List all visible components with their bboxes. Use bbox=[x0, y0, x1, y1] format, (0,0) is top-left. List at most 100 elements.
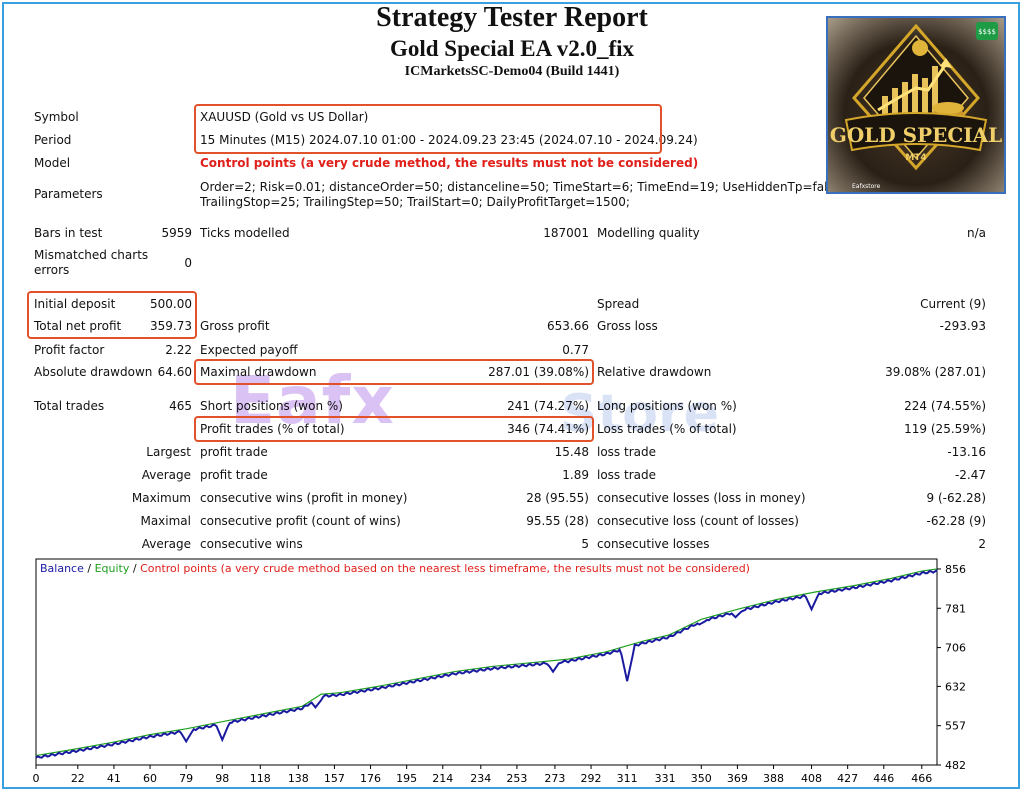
mcp-label: consecutive profit (count of wins) bbox=[200, 514, 401, 528]
mcl-value: 9 (-62.28) bbox=[926, 491, 987, 505]
ea-name: Gold Special EA v2.0_fix bbox=[389, 36, 635, 61]
net-value: 359.73 bbox=[150, 319, 192, 333]
mcw-value: 28 (95.55) bbox=[526, 491, 589, 505]
x-tick-label: 22 bbox=[71, 772, 85, 785]
model-value: Control points (a very crude method, the… bbox=[200, 156, 699, 170]
rd-label: Relative drawdown bbox=[597, 365, 712, 379]
tt-value: 465 bbox=[169, 399, 192, 413]
x-tick-label: 311 bbox=[617, 772, 638, 785]
mcw-label: consecutive wins (profit in money) bbox=[200, 491, 408, 505]
pt-label: Profit trades (% of total) bbox=[200, 422, 345, 436]
y-tick-label: 781 bbox=[945, 602, 966, 615]
x-tick-label: 79 bbox=[179, 772, 193, 785]
x-tick-label: 331 bbox=[655, 772, 676, 785]
mcp-value: 95.55 (28) bbox=[526, 514, 589, 528]
spread-value: Current (9) bbox=[920, 297, 986, 311]
report-title: Strategy Tester Report bbox=[376, 2, 648, 33]
alt-value: -2.47 bbox=[954, 468, 986, 482]
x-tick-label: 214 bbox=[432, 772, 453, 785]
average-label: Average bbox=[141, 468, 191, 482]
mcl-label: consecutive losses (loss in money) bbox=[597, 491, 806, 505]
init-value: 500.00 bbox=[150, 297, 192, 311]
gp-label: Gross profit bbox=[200, 319, 270, 333]
x-tick-label: 253 bbox=[506, 772, 527, 785]
symbol-value: XAUUSD (Gold vs US Dollar) bbox=[200, 110, 369, 124]
logo-badge: $$$$ bbox=[978, 28, 996, 36]
x-tick-label: 60 bbox=[143, 772, 157, 785]
lp-value: 224 (74.55%) bbox=[904, 399, 986, 413]
average2-label: Average bbox=[141, 537, 191, 551]
net-label: Total net profit bbox=[34, 319, 122, 333]
x-tick-label: 350 bbox=[691, 772, 712, 785]
bars-label: Bars in test bbox=[34, 226, 103, 240]
gp-value: 653.66 bbox=[547, 319, 589, 333]
params-line2: TrailingStop=25; TrailingStep=50; TrailS… bbox=[200, 195, 630, 209]
alt-label: loss trade bbox=[597, 468, 656, 482]
legend-balance: Balance bbox=[40, 562, 84, 575]
ad-label: Absolute drawdown bbox=[34, 365, 153, 379]
lpt-label: profit trade bbox=[200, 445, 268, 459]
watermark-tail: Store bbox=[560, 384, 719, 444]
mismatch-label-2: errors bbox=[34, 263, 70, 277]
sp-label: Short positions (won %) bbox=[200, 399, 343, 413]
legend-sep-2: / bbox=[129, 562, 141, 575]
apt-value: 1.89 bbox=[562, 468, 589, 482]
pf-value: 2.22 bbox=[165, 343, 192, 357]
mismatch-value: 0 bbox=[184, 256, 192, 270]
symbol-period-highlight bbox=[194, 104, 662, 154]
logo-brand: GOLD SPECIAL bbox=[830, 123, 1002, 147]
mq-label: Modelling quality bbox=[597, 226, 700, 240]
x-tick-label: 234 bbox=[470, 772, 491, 785]
ep-label: Expected payoff bbox=[200, 343, 298, 357]
bars-value: 5959 bbox=[161, 226, 192, 240]
max-drawdown-highlight bbox=[194, 359, 594, 385]
x-tick-label: 138 bbox=[288, 772, 309, 785]
lt-value: 119 (25.59%) bbox=[904, 422, 986, 436]
legend-sep-1: / bbox=[83, 562, 95, 575]
logo-platform: MT4 bbox=[905, 153, 926, 163]
acl-value: 2 bbox=[978, 537, 986, 551]
x-tick-label: 118 bbox=[250, 772, 271, 785]
llt-value: -13.16 bbox=[947, 445, 986, 459]
logo-maker: Eafxstore bbox=[852, 183, 881, 190]
spread-label: Spread bbox=[597, 297, 640, 311]
acw-value: 5 bbox=[581, 537, 589, 551]
lt-label: Loss trades (% of total) bbox=[597, 422, 737, 436]
y-tick-label: 632 bbox=[945, 680, 966, 693]
apt-label: profit trade bbox=[200, 468, 268, 482]
x-tick-label: 292 bbox=[581, 772, 602, 785]
ticks-label: Ticks modelled bbox=[200, 226, 290, 240]
chart-legend: Balance / Equity / Control points (a ver… bbox=[40, 562, 750, 575]
gl-label: Gross loss bbox=[597, 319, 658, 333]
symbol-label: Symbol bbox=[34, 110, 79, 124]
x-tick-label: 388 bbox=[763, 772, 784, 785]
x-tick-label: 0 bbox=[33, 772, 40, 785]
mclc-value: -62.28 (9) bbox=[926, 514, 987, 528]
plot-area bbox=[35, 558, 938, 766]
mq-value: n/a bbox=[966, 226, 986, 240]
x-tick-label: 176 bbox=[360, 772, 381, 785]
x-tick-label: 195 bbox=[396, 772, 417, 785]
profit-trades-highlight bbox=[194, 416, 594, 442]
balance-line bbox=[35, 569, 938, 759]
gold-chart-logo-icon: $$$$ GOLD SPECIAL MT4 Eafxstore bbox=[830, 22, 1002, 190]
maximal-label: Maximal bbox=[140, 514, 191, 528]
model-label: Model bbox=[34, 156, 71, 170]
x-tick-label: 369 bbox=[727, 772, 748, 785]
period-label: Period bbox=[34, 133, 72, 147]
maximum-label: Maximum bbox=[131, 491, 191, 505]
gold-special-logo: $$$$ GOLD SPECIAL MT4 Eafxstore bbox=[826, 16, 1006, 194]
mclc-label: consecutive loss (count of losses) bbox=[597, 514, 799, 528]
y-tick-label: 482 bbox=[945, 759, 966, 772]
lpt-value: 15.48 bbox=[554, 445, 589, 459]
gl-value: -293.93 bbox=[939, 319, 986, 333]
x-tick-label: 273 bbox=[544, 772, 565, 785]
rd-value: 39.08% (287.01) bbox=[885, 365, 986, 379]
x-tick-label: 41 bbox=[107, 772, 121, 785]
deposit-profit-highlight bbox=[27, 291, 197, 339]
params-label: Parameters bbox=[34, 187, 103, 201]
llt-label: loss trade bbox=[597, 445, 656, 459]
x-tick-label: 157 bbox=[324, 772, 345, 785]
y-tick-label: 557 bbox=[945, 720, 966, 733]
